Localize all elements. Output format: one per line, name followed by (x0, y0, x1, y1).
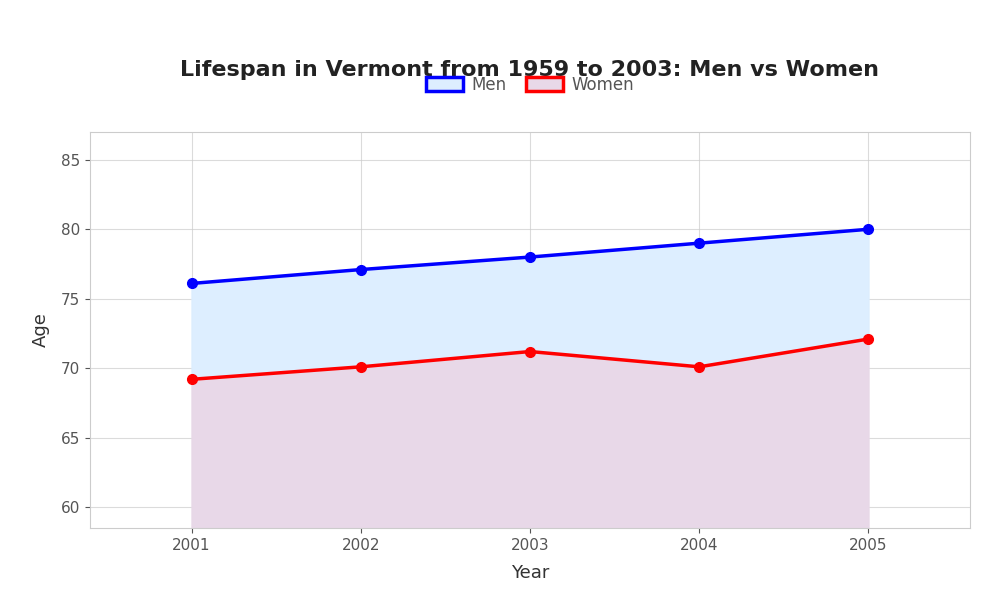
Title: Lifespan in Vermont from 1959 to 2003: Men vs Women: Lifespan in Vermont from 1959 to 2003: M… (180, 61, 880, 80)
Y-axis label: Age: Age (32, 313, 50, 347)
Legend: Men, Women: Men, Women (419, 69, 641, 100)
X-axis label: Year: Year (511, 564, 549, 582)
